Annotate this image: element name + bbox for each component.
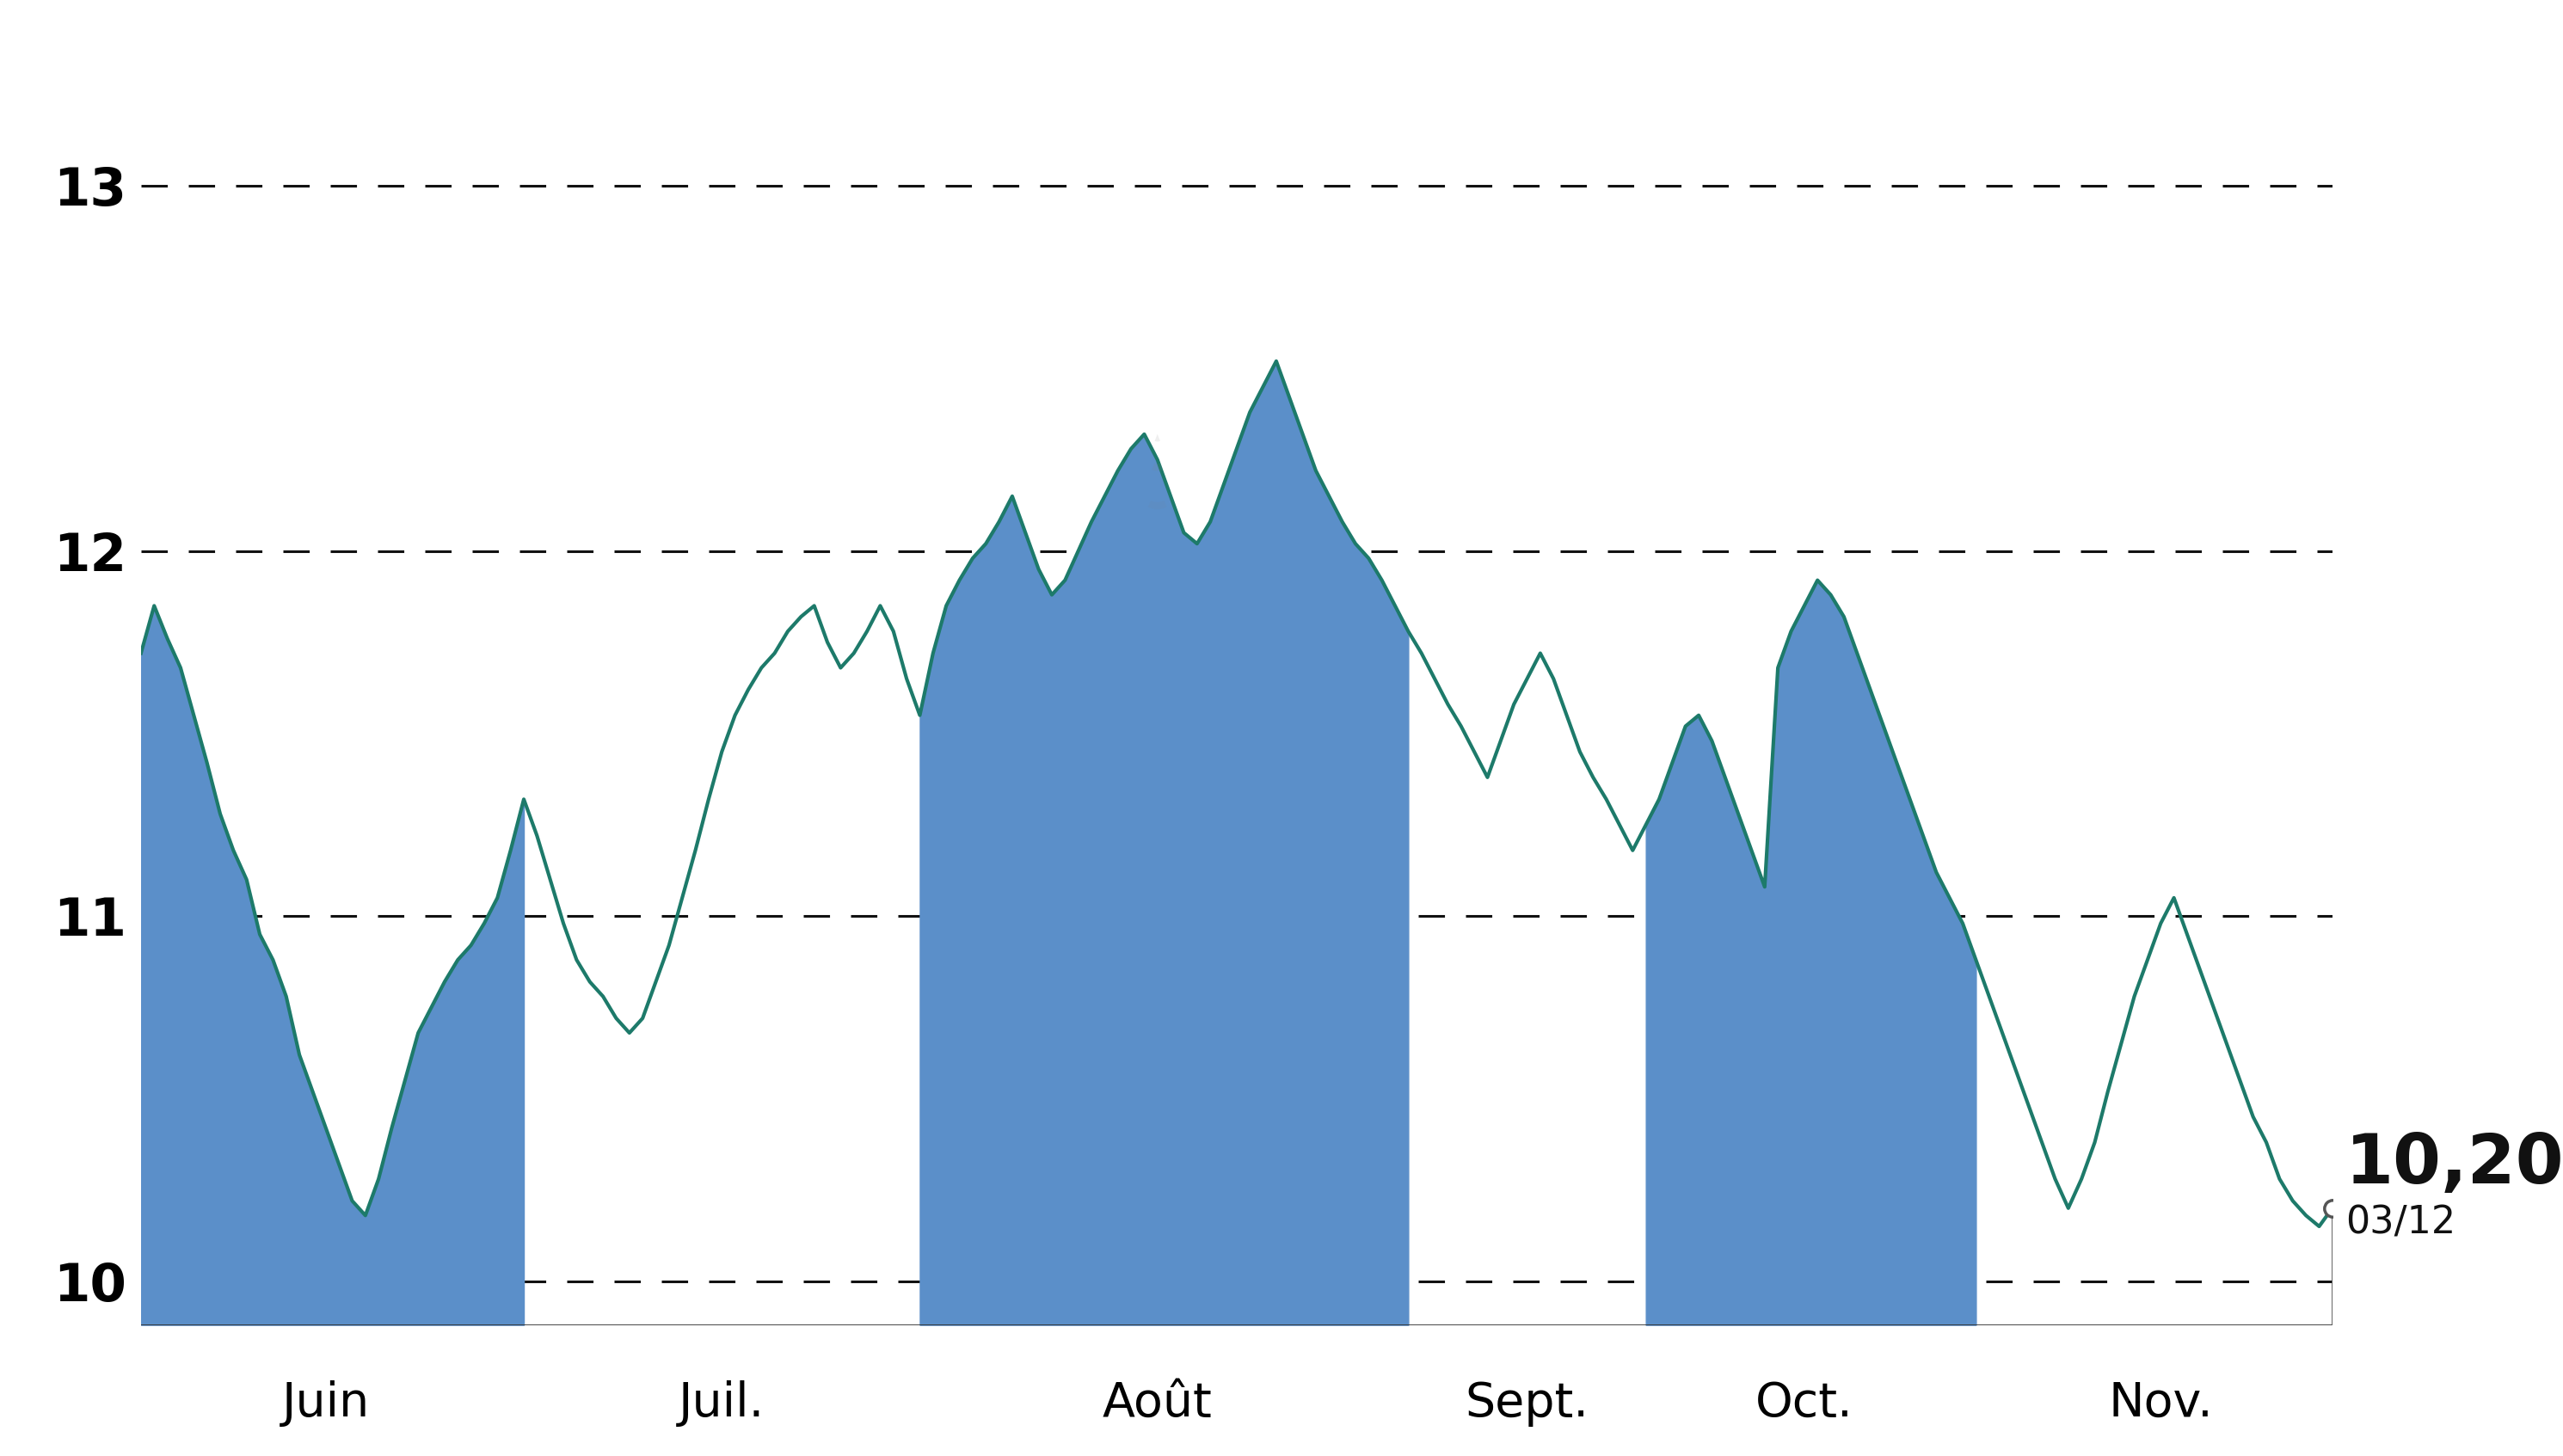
Text: Oct.: Oct. (1756, 1380, 1853, 1427)
Text: Juil.: Juil. (679, 1380, 764, 1427)
Text: Nov.: Nov. (2109, 1380, 2212, 1427)
Text: 10,20: 10,20 (2345, 1131, 2563, 1198)
Text: Août: Août (1102, 1380, 1212, 1427)
Text: Juin: Juin (282, 1380, 369, 1427)
Text: Sept.: Sept. (1466, 1380, 1589, 1427)
Text: 03/12: 03/12 (2345, 1204, 2455, 1241)
Text: MERCIALYS: MERCIALYS (982, 26, 1581, 119)
